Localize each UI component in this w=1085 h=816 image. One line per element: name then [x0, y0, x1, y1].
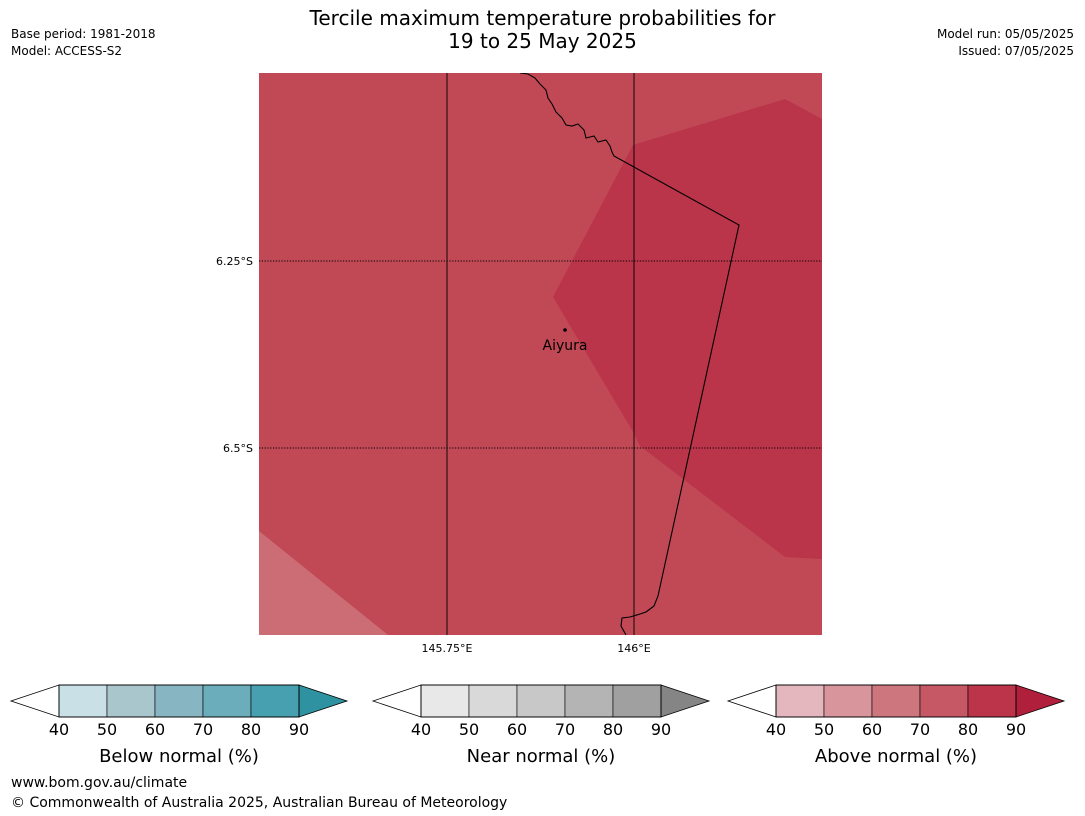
probability-map: Aiyura: [259, 73, 822, 635]
colorbar-outline: [775, 684, 1017, 718]
colorbar-tick-label: 90: [651, 720, 671, 739]
lat-label-6-5: 6.5°S: [223, 442, 253, 455]
colorbar-low-arrow: [371, 684, 422, 718]
colorbar-low-arrow: [9, 684, 60, 718]
colorbar-segment: [919, 684, 969, 718]
colorbar-high-arrow: [1015, 684, 1066, 718]
colorbar-tick-label: 70: [193, 720, 213, 739]
colorbar-legends: 40 50 60 70 80 90 Below normal (%) 40 50 60 70 80 90…: [9, 684, 1066, 767]
lat-label-6-25: 6.25°S: [216, 255, 253, 268]
colorbar-segment: [154, 684, 204, 718]
colorbar-0: 40 50 60 70 80 90 Below normal (%): [9, 684, 349, 767]
colorbar-title: Below normal (%): [99, 746, 259, 767]
colorbar-tick-label: 70: [555, 720, 575, 739]
metadata-left: Base period: 1981-2018 Model: ACCESS-S2: [11, 26, 156, 60]
colorbar-tick-label: 90: [1006, 720, 1026, 739]
colorbar-segment: [58, 684, 108, 718]
colorbar-tick-label: 80: [241, 720, 261, 739]
page-title: Tercile maximum temperature probabilitie…: [0, 7, 1085, 53]
colorbar-segment: [468, 684, 518, 718]
colorbar-tick-label: 70: [910, 720, 930, 739]
colorbar-tick-label: 60: [862, 720, 882, 739]
base-period-text: Base period: 1981-2018: [11, 27, 156, 41]
colorbar-segment: [612, 684, 662, 718]
colorbar-tick-label: 50: [97, 720, 117, 739]
town-marker: [563, 328, 567, 332]
colorbar-1: 40 50 60 70 80 90 Near normal (%): [371, 684, 711, 767]
model-run-text: Model run: 05/05/2025: [936, 27, 1074, 41]
colorbar-segment: [202, 684, 252, 718]
website-text: www.bom.gov.au/climate: [11, 775, 188, 791]
probability-zone-60-70: [259, 531, 388, 635]
colorbar-tick-label: 40: [766, 720, 786, 739]
probability-zone-80-90: [553, 99, 822, 559]
colorbar-low-arrow: [726, 684, 777, 718]
border-line: [519, 73, 740, 635]
colorbar-tick-label: 40: [411, 720, 431, 739]
colorbar-segment: [516, 684, 566, 718]
colorbar-title: Above normal (%): [815, 746, 977, 767]
colorbar-segment: [823, 684, 873, 718]
colorbar-tick-label: 90: [289, 720, 309, 739]
colorbar-segment: [967, 684, 1017, 718]
colorbar-outline: [420, 684, 662, 718]
issued-text: Issued: 07/05/2025: [958, 44, 1074, 58]
colorbar-segment: [564, 684, 614, 718]
colorbar-tick-label: 50: [459, 720, 479, 739]
town-label: Aiyura: [543, 338, 588, 354]
metadata-right: Model run: 05/05/2025 Issued: 07/05/2025: [937, 26, 1074, 60]
lon-label-146: 146°E: [617, 642, 650, 655]
colorbar-segment: [420, 684, 470, 718]
title-line-2: 19 to 25 May 2025: [448, 29, 637, 53]
colorbar-tick-label: 80: [958, 720, 978, 739]
colorbar-tick-label: 80: [603, 720, 623, 739]
title-line-1: Tercile maximum temperature probabilitie…: [309, 6, 776, 30]
copyright-text: © Commonwealth of Australia 2025, Austra…: [11, 795, 508, 811]
model-text: Model: ACCESS-S2: [11, 44, 123, 58]
lon-label-145-75: 145.75°E: [422, 642, 473, 655]
colorbar-high-arrow: [298, 684, 349, 718]
colorbar-title: Near normal (%): [467, 746, 616, 767]
colorbar-segment: [250, 684, 300, 718]
colorbar-tick-label: 50: [814, 720, 834, 739]
colorbar-outline: [58, 684, 300, 718]
colorbar-segment: [106, 684, 156, 718]
colorbar-2: 40 50 60 70 80 90 Above normal (%): [726, 684, 1066, 767]
colorbar-tick-label: 60: [145, 720, 165, 739]
colorbar-tick-label: 60: [507, 720, 527, 739]
colorbar-high-arrow: [660, 684, 711, 718]
colorbar-segment: [871, 684, 921, 718]
colorbar-segment: [775, 684, 825, 718]
colorbar-tick-label: 40: [49, 720, 69, 739]
